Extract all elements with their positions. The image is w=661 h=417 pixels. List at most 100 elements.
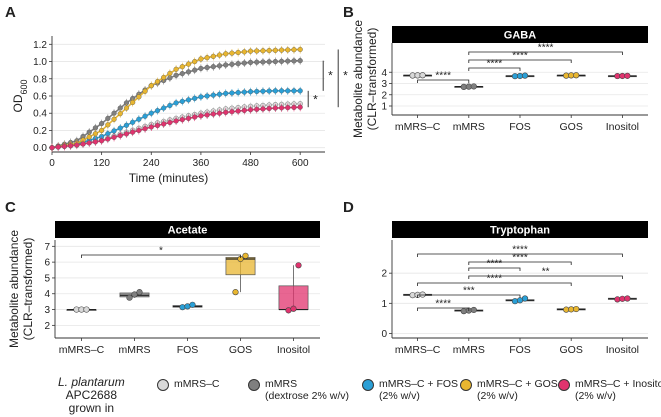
- legend-title-strain: APC2688: [65, 388, 118, 402]
- data-point: [235, 49, 241, 56]
- legend-item-gos: mMRS–C + GOS (2% w/v): [460, 378, 558, 402]
- x-tick-label: GOS: [560, 344, 583, 356]
- data-point: [148, 110, 154, 116]
- panel-strip-title: GABA: [504, 30, 536, 42]
- data-point: [419, 291, 426, 298]
- data-point: [624, 295, 631, 302]
- data-point: [266, 47, 272, 54]
- data-point: [278, 105, 285, 111]
- comparison-label: ****: [538, 43, 554, 54]
- data-point: [136, 127, 142, 134]
- legend-item-fos: mMRS–C + FOS (2% w/v): [362, 378, 458, 402]
- data-point: [291, 104, 297, 111]
- data-point: [83, 306, 90, 313]
- panel-strip-title: Acetate: [168, 225, 208, 237]
- legend-item-mmrs: mMRS (dextrose 2% w/v): [248, 378, 349, 402]
- data-point: [235, 89, 241, 96]
- data-point: [161, 105, 167, 111]
- data-point: [297, 58, 303, 64]
- data-point: [92, 125, 99, 131]
- significance-label: *: [328, 68, 333, 82]
- data-point: [235, 61, 241, 67]
- legend-sublabel: (2% w/v): [477, 390, 518, 402]
- y-tick-label: 0.4: [33, 109, 47, 120]
- y-tick-label: 6: [44, 258, 50, 269]
- y-tick-label: 0: [381, 329, 387, 340]
- legend-swatch: [248, 379, 260, 391]
- x-tick-label: mMRS–C: [395, 344, 441, 356]
- data-point: [511, 298, 519, 305]
- data-point: [241, 49, 247, 55]
- legend-title-grown: grown in: [68, 401, 115, 415]
- data-point: [204, 93, 210, 99]
- data-point: [173, 66, 179, 72]
- data-point: [99, 120, 105, 127]
- data-point: [223, 62, 229, 68]
- comparison-label: ***: [463, 286, 475, 297]
- data-point: [167, 102, 173, 109]
- comparison-bracket: [417, 79, 470, 83]
- data-point: [210, 53, 216, 59]
- comparison-label: ****: [487, 274, 503, 285]
- y-tick-label: 1.2: [33, 40, 47, 51]
- legend-label: mMRS: [265, 378, 298, 390]
- comparison-bracket: [468, 261, 572, 265]
- y-tick-label: 2: [381, 90, 387, 101]
- legend: L. plantarum APC2688 grown in mMRS–C mMR…: [0, 372, 661, 417]
- data-point: [111, 134, 117, 140]
- comparison-label: ****: [512, 51, 528, 62]
- data-point: [173, 118, 179, 124]
- comparison-label: ****: [487, 59, 503, 70]
- data-point: [272, 88, 278, 94]
- data-point: [117, 133, 123, 139]
- data-point: [136, 94, 142, 100]
- data-point: [117, 111, 123, 117]
- data-point: [173, 100, 179, 106]
- data-point: [521, 295, 529, 302]
- data-point: [521, 72, 529, 79]
- y-tick-label: 7: [44, 242, 50, 253]
- panel-letter-d: D: [343, 199, 354, 216]
- data-point: [573, 72, 580, 79]
- x-tick-label: 360: [193, 158, 210, 169]
- comparison-label: ****: [487, 259, 503, 270]
- data-point: [232, 289, 239, 296]
- data-point: [61, 143, 68, 150]
- data-point: [80, 141, 86, 147]
- y-tick-label: 2: [381, 269, 387, 280]
- data-point: [198, 56, 204, 62]
- data-point: [229, 50, 235, 56]
- data-point: [260, 106, 266, 112]
- data-point: [278, 88, 285, 94]
- panel-letter-b: B: [343, 4, 354, 21]
- y-axis-title-line2: (CLR–transformed): [21, 238, 35, 341]
- y-axis-title: Metabolite abundance: [7, 230, 21, 348]
- data-point: [297, 46, 303, 53]
- data-point: [49, 145, 55, 151]
- legend-item-mmrs-c: mMRS–C: [157, 378, 220, 391]
- panel-letter-a: A: [5, 4, 16, 21]
- data-point: [192, 67, 198, 73]
- legend-item-inositol: mMRS–C + Inositol (2% w/v): [558, 378, 661, 402]
- data-point: [235, 108, 241, 114]
- y-tick-label: 2: [44, 321, 50, 332]
- data-point: [123, 131, 130, 137]
- y-tick-label: 1: [381, 299, 387, 310]
- data-point: [254, 88, 260, 95]
- data-point: [295, 262, 302, 269]
- data-point: [297, 88, 303, 94]
- data-point: [192, 95, 198, 101]
- data-point: [179, 98, 185, 104]
- data-point: [254, 48, 260, 54]
- data-point: [204, 112, 210, 118]
- x-tick-label: FOS: [509, 344, 531, 356]
- comparison-label: ****: [512, 245, 528, 256]
- data-point: [130, 129, 136, 135]
- data-point: [210, 92, 216, 98]
- data-point: [126, 294, 133, 301]
- data-point: [142, 126, 148, 132]
- y-axis-title: OD600: [11, 79, 29, 112]
- y-tick-label: 5: [44, 273, 50, 284]
- x-tick-label: FOS: [177, 344, 199, 356]
- data-point: [198, 65, 204, 72]
